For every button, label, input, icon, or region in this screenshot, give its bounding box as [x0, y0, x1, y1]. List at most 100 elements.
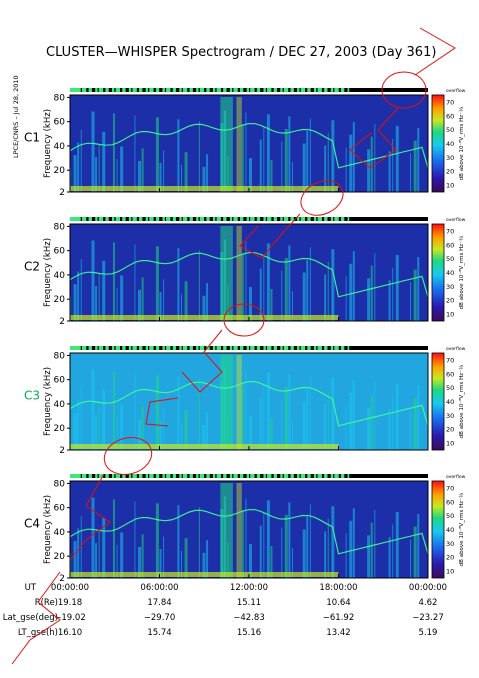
- colorbar-label: dB above 10⁻⁸V_rms Hz⁻½: [458, 107, 465, 181]
- colorbar-tick-label: 70: [446, 227, 454, 235]
- ephemeris-value: 15.74: [147, 628, 171, 638]
- colorbar-tick-label: 50: [446, 126, 454, 134]
- colorbar-tick-label: 30: [446, 283, 454, 291]
- colorbar-tick-label: 50: [446, 512, 454, 520]
- colorbar-tick-label: 60: [446, 112, 454, 120]
- y-tick-label: 80: [54, 351, 66, 361]
- ephemeris-value: 19.18: [58, 598, 82, 608]
- side-credit: LPCE/CNRS – Jul 28, 2010: [12, 75, 20, 158]
- y-tick-label: 2: [59, 317, 65, 327]
- y-tick-label: 40: [54, 528, 66, 538]
- colorbar-tick-label: 70: [446, 356, 454, 364]
- y-tick-label: 80: [54, 222, 66, 232]
- y-tick-label: 2: [59, 574, 65, 584]
- colorbar-tick-label: 30: [446, 154, 454, 162]
- ephemeris-value: 5.19: [419, 628, 438, 638]
- y-tick-label: 60: [54, 247, 66, 257]
- ephemeris-value: −42.83: [233, 613, 264, 623]
- figure-title: CLUSTER—WHISPER Spectrogram / DEC 27, 20…: [46, 45, 436, 60]
- colorbar: overflow 10 20 30 40 50 60 70 dB above 10⁻⁸V_rms…: [431, 88, 466, 193]
- panel-name-c3: C3: [24, 389, 40, 403]
- colorbar-tick-label: 20: [446, 426, 454, 434]
- colorbar-tick-label: 40: [446, 269, 454, 277]
- colorbar-overflow-label: overflow: [446, 88, 466, 94]
- x-tick-label: 06:00:00: [140, 583, 178, 593]
- x-tick-label: 18:00:00: [319, 583, 357, 593]
- colorbar-tick-label: 10: [446, 440, 454, 448]
- colorbar: overflow 10 20 30 40 50 60 70 dB above 10⁻⁸V_rms…: [431, 346, 466, 451]
- ephemeris-value: 10.64: [326, 598, 350, 608]
- ut-label: UT: [25, 583, 37, 593]
- colorbar-tick-label: 60: [446, 370, 454, 378]
- ephemeris-value: 13.42: [326, 628, 350, 638]
- panel-name-c1: C1: [24, 131, 40, 145]
- colorbar-overflow-label: overflow: [446, 217, 466, 223]
- colorbar-tick-label: 20: [446, 168, 454, 176]
- colorbar: overflow 10 20 30 40 50 60 70 dB above 10⁻⁸V_rms…: [431, 217, 466, 322]
- y-axis-label: Frequency (kHz): [43, 495, 53, 564]
- y-tick-label: 60: [54, 504, 66, 514]
- y-tick-label: 2: [59, 446, 65, 456]
- y-tick-label: 20: [54, 295, 66, 305]
- ephemeris-value: −19.02: [54, 613, 85, 623]
- colorbar: overflow 10 20 30 40 50 60 70 dB above 10⁻⁸V_rms…: [431, 474, 466, 579]
- y-tick-label: 40: [54, 400, 66, 410]
- ephemeris-value: 15.16: [237, 628, 261, 638]
- colorbar-tick-label: 20: [446, 297, 454, 305]
- coverage-strip: [70, 346, 428, 350]
- y-axis-label: Frequency (kHz): [43, 367, 53, 436]
- colorbar-overflow-label: overflow: [446, 474, 466, 480]
- colorbar-tick-label: 60: [446, 498, 454, 506]
- y-tick-label: 2: [59, 188, 65, 198]
- colorbar-tick-label: 40: [446, 398, 454, 406]
- colorbar-tick-label: 30: [446, 412, 454, 420]
- colorbar-tick-label: 40: [446, 140, 454, 148]
- colorbar-tick-label: 70: [446, 484, 454, 492]
- colorbar-tick-label: 10: [446, 311, 454, 319]
- colorbar-tick-label: 50: [446, 384, 454, 392]
- ephemeris-row-label: LT_gse(h): [18, 628, 58, 638]
- red-annotation-scribbles: [11, 27, 456, 665]
- coverage-strip: [70, 88, 428, 92]
- x-tick-label: 12:00:00: [230, 583, 268, 593]
- x-tick-label: 00:00:00: [409, 583, 447, 593]
- colorbar-tick-label: 40: [446, 526, 454, 534]
- ephemeris-value: 17.84: [147, 598, 171, 608]
- y-tick-label: 80: [54, 479, 66, 489]
- x-tick-label: 00:00:00: [51, 583, 89, 593]
- spectrogram-area: [69, 94, 429, 193]
- colorbar-label: dB above 10⁻⁸V_rms Hz⁻½: [458, 365, 465, 439]
- colorbar-overflow-label: overflow: [446, 346, 466, 352]
- colorbar-label: dB above 10⁻⁸V_rms Hz⁻½: [458, 493, 465, 567]
- colorbar-tick-label: 70: [446, 98, 454, 106]
- spectrogram-area: [69, 480, 429, 579]
- coverage-strip: [70, 217, 428, 221]
- colorbar-tick-label: 20: [446, 554, 454, 562]
- y-tick-label: 60: [54, 376, 66, 386]
- spectrogram-area: [69, 223, 429, 322]
- ephemeris-value: 15.11: [237, 598, 261, 608]
- ephemeris-row-label: Lat_gse(deg): [3, 613, 58, 623]
- ephemeris-value: 16.10: [58, 628, 82, 638]
- coverage-strip: [70, 474, 428, 478]
- y-axis-label: Frequency (kHz): [43, 238, 53, 307]
- ephemeris-value: −61.92: [323, 613, 354, 623]
- ephemeris-value: −29.70: [144, 613, 175, 623]
- colorbar-tick-label: 60: [446, 241, 454, 249]
- spectrogram-area: [69, 352, 429, 451]
- y-tick-label: 60: [54, 118, 66, 128]
- ephemeris-row-label: R(Re): [35, 598, 58, 608]
- colorbar-label: dB above 10⁻⁸V_rms Hz⁻½: [458, 236, 465, 310]
- y-axis-label: Frequency (kHz): [43, 109, 53, 178]
- ephemeris-value: 4.62: [419, 598, 438, 608]
- colorbar-tick-label: 10: [446, 182, 454, 190]
- y-tick-label: 20: [54, 552, 66, 562]
- y-tick-label: 40: [54, 271, 66, 281]
- y-tick-label: 40: [54, 142, 66, 152]
- colorbar-tick-label: 30: [446, 540, 454, 548]
- colorbar-tick-label: 50: [446, 255, 454, 263]
- y-tick-label: 20: [54, 424, 66, 434]
